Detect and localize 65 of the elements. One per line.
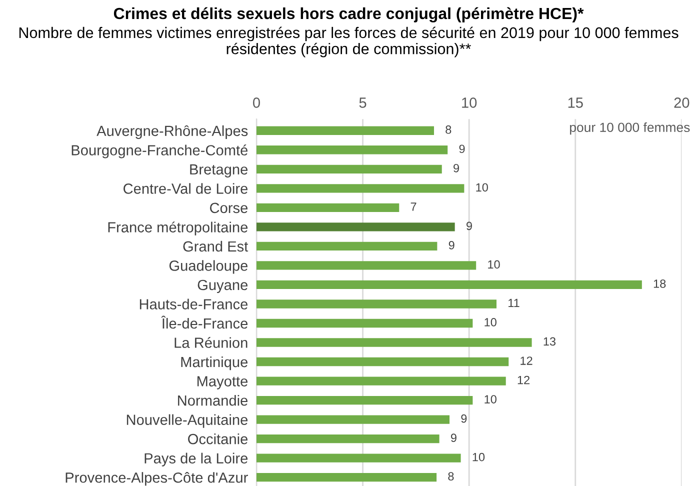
y-tick-label: France métropolitaine <box>108 222 248 236</box>
data-label: 9 <box>450 434 456 442</box>
y-tick-label: Occitanie <box>188 434 248 444</box>
data-label: 9 <box>448 241 454 250</box>
bar <box>256 222 455 232</box>
y-tick-label: Île-de-France <box>161 316 248 329</box>
bar <box>256 318 473 328</box>
data-label: 13 <box>544 337 556 346</box>
bar <box>256 338 532 347</box>
y-tick-label: Provence-Alpes-Côte d'Azur <box>66 472 248 486</box>
x-tick-label: 5 <box>359 98 366 108</box>
y-tick-label: Centre-Val de Loire <box>124 183 248 194</box>
y-tick-label: Nouvelle-Aquitaine <box>126 414 248 428</box>
y-tick-label: Pays de la Loire <box>144 452 248 466</box>
chart-title: Crimes et délits sexuels hors cadre conjugal (périmètre HCE)* <box>114 7 584 22</box>
y-tick-label: Martinique <box>181 356 248 370</box>
y-tick-label: La Réunion <box>174 337 248 348</box>
bar <box>256 146 448 154</box>
bar <box>256 164 442 174</box>
y-tick-label: Guadeloupe <box>169 260 248 274</box>
x-tick-label: 0 <box>253 98 260 108</box>
data-label: 8 <box>446 125 452 134</box>
bar <box>256 376 506 386</box>
bar <box>256 473 437 482</box>
y-tick-label: Mayotte <box>197 376 248 390</box>
data-label: 11 <box>508 298 520 308</box>
data-label: 12 <box>520 356 532 365</box>
bar <box>256 203 400 212</box>
data-label: 10 <box>484 318 496 326</box>
y-tick-label: Normandie <box>178 395 248 406</box>
bar <box>256 300 497 308</box>
data-label: 9 <box>454 164 459 172</box>
bar <box>256 280 642 290</box>
y-tick-label: Grand Est <box>183 240 248 252</box>
chart-subtitle: Nombre de femmes victimes enregistrées par les forces de sécurité en 2019 pour 10 000 femmes résidentes (région de commission)** <box>19 26 678 58</box>
y-tick-label: Guyane <box>198 280 248 294</box>
data-label: 9 <box>461 414 467 423</box>
bar <box>256 415 450 424</box>
x-tick-label: 15 <box>568 98 583 108</box>
data-label: 7 <box>410 202 416 211</box>
data-label: 8 <box>448 472 454 480</box>
x-tick-label: 20 <box>674 98 690 108</box>
bar <box>256 184 464 193</box>
bar <box>256 454 461 462</box>
bar <box>256 261 476 270</box>
data-label: 9 <box>466 222 472 230</box>
x-tick-label: 10 <box>462 98 477 108</box>
y-tick-label: Hauts-de-France <box>140 298 248 310</box>
data-label: 12 <box>518 376 530 384</box>
bar <box>256 126 434 135</box>
y-tick-label: Auvergne-Rhône-Alpes <box>96 125 248 139</box>
data-label: 18 <box>654 280 666 288</box>
bar <box>256 242 438 251</box>
bar <box>256 434 440 444</box>
y-tick-label: Corse <box>210 202 248 214</box>
data-label: 9 <box>459 144 465 154</box>
bar <box>256 396 473 405</box>
data-label: 10 <box>484 395 496 404</box>
data-label: 10 <box>476 183 488 192</box>
data-label: 10 <box>472 452 485 462</box>
y-tick-label: Bourgogne-Franche-Comté <box>72 144 248 158</box>
data-label: 10 <box>488 260 500 269</box>
bar <box>256 357 509 366</box>
x-axis-title: pour 10 000 femmes <box>570 122 690 135</box>
y-tick-label: Bretagne <box>190 164 248 178</box>
